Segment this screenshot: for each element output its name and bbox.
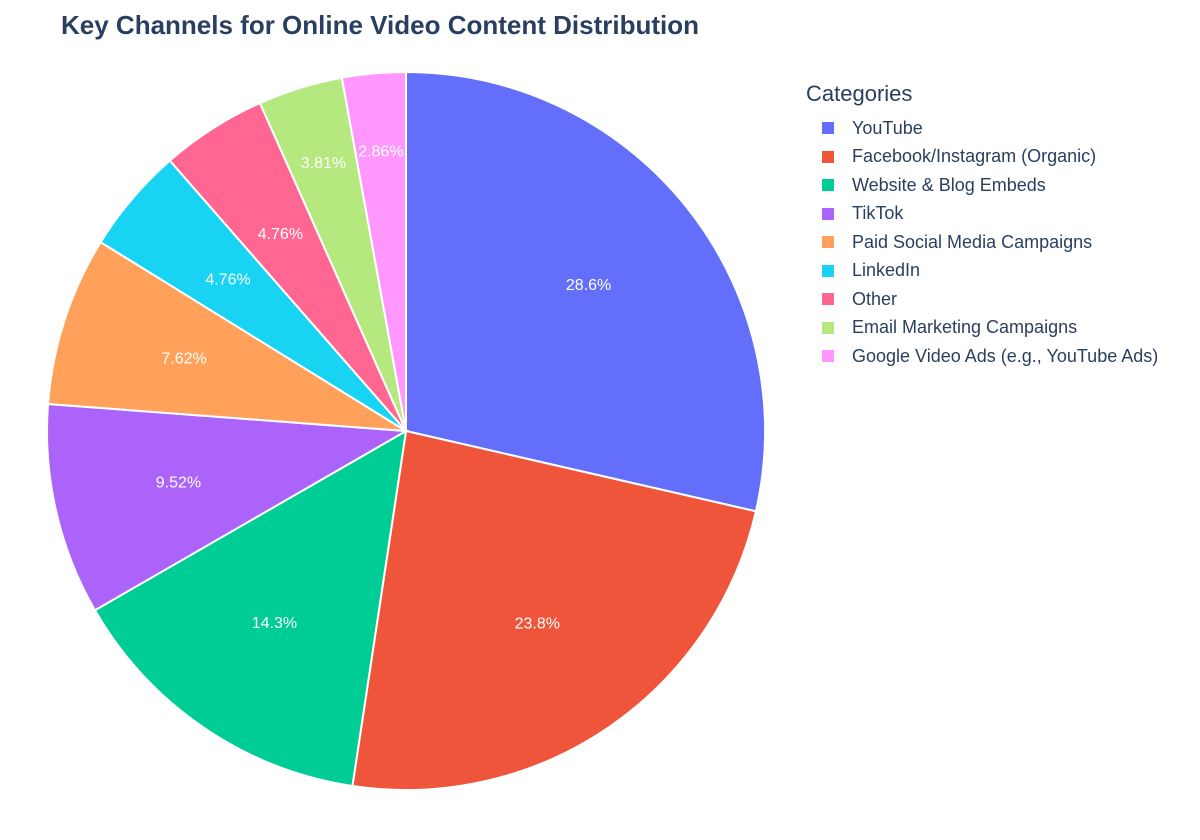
legend-label: YouTube [852, 117, 923, 138]
legend-item-facebook-instagram-organic[interactable]: Facebook/Instagram (Organic) [806, 143, 1158, 172]
legend-swatch [822, 293, 834, 306]
legend-label: LinkedIn [852, 260, 921, 281]
pie-slice-google-video-ads-e-g-youtube-ads[interactable] [340, 70, 407, 432]
slice-label-google-video-ads-e-g-youtube-ads: 2.86% [358, 144, 403, 161]
slice-label-other: 4.76% [258, 226, 303, 243]
slice-label-website-blog-embeds: 14.3% [252, 615, 297, 632]
legend-swatch [822, 207, 834, 220]
legend-swatch [822, 179, 834, 192]
legend-title: Categories [806, 81, 913, 106]
legend-item-tiktok[interactable]: TikTok [806, 200, 1158, 229]
pie-slice-labels: 28.6% 23.8% 14.3% 9.52% 7.62% 4.76% 4.76% 3.81%… [156, 144, 611, 633]
slice-label-paid-social-media-campaigns: 7.62% [161, 350, 206, 367]
legend-swatch [822, 122, 834, 135]
pie-slice-paid-social-media-campaigns[interactable] [46, 240, 407, 432]
legend: Categories YouTube Facebook/Instagram (Or… [806, 80, 1158, 371]
legend-label: Paid Social Media Campaigns [852, 231, 1093, 252]
slice-label-youtube: 28.6% [566, 277, 611, 294]
chart-title: Key Channels for Online Video Content Di… [61, 10, 700, 40]
pie-slice-facebook-instagram-organic[interactable] [351, 429, 758, 791]
legend-label: Google Video Ads (e.g., YouTube Ads) [852, 345, 1159, 366]
legend-item-other[interactable]: Other [806, 285, 1158, 314]
pie-slice-tiktok[interactable] [46, 402, 410, 612]
legend-items: YouTube Facebook/Instagram (Organic) Websi… [806, 114, 1158, 371]
slice-label-email-marketing-campaigns: 3.81% [301, 155, 346, 172]
slice-label-linkedin: 4.76% [205, 272, 250, 289]
legend-swatch [822, 264, 834, 277]
pie-slice-youtube[interactable] [405, 70, 766, 513]
pie-slice-website-blog-embeds[interactable] [93, 429, 408, 788]
slice-label-facebook-instagram-organic: 23.8% [515, 615, 560, 632]
legend-label: Website & Blog Embeds [852, 174, 1046, 195]
legend-swatch [822, 236, 834, 249]
legend-item-google-video-ads-e-g-youtube-ads[interactable]: Google Video Ads (e.g., YouTube Ads) [806, 342, 1158, 371]
legend-item-linkedin[interactable]: LinkedIn [806, 257, 1158, 286]
legend-label: Facebook/Instagram (Organic) [852, 146, 1097, 167]
slice-label-tiktok: 9.52% [156, 474, 201, 491]
legend-label: Email Marketing Campaigns [852, 317, 1078, 338]
legend-label: TikTok [852, 203, 904, 224]
pie-slices [46, 70, 766, 791]
legend-swatch [822, 321, 834, 334]
legend-item-paid-social-media-campaigns[interactable]: Paid Social Media Campaigns [806, 228, 1158, 257]
legend-swatch [822, 350, 834, 363]
legend-label: Other [852, 288, 898, 309]
legend-item-website-blog-embeds[interactable]: Website & Blog Embeds [806, 171, 1158, 200]
legend-item-youtube[interactable]: YouTube [806, 114, 1158, 143]
legend-swatch [822, 150, 834, 163]
legend-item-email-marketing-campaigns[interactable]: Email Marketing Campaigns [806, 314, 1158, 343]
